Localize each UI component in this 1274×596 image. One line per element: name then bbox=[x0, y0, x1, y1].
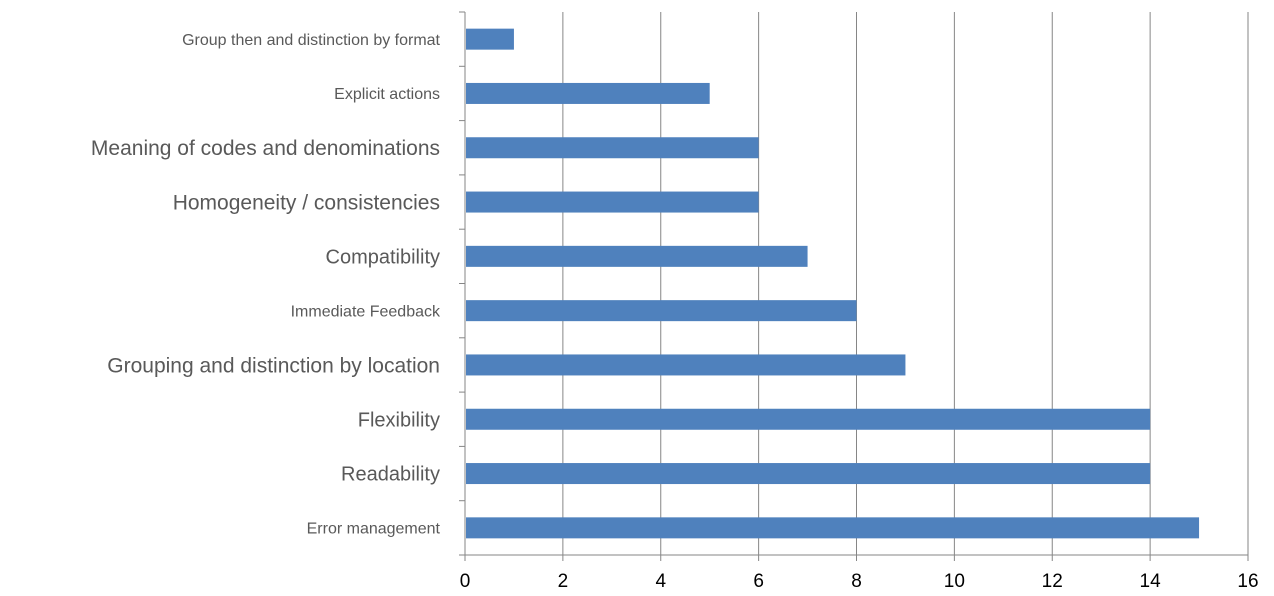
category-label: Error management bbox=[307, 520, 441, 537]
x-tick-label: 8 bbox=[851, 571, 862, 592]
x-tick-label: 14 bbox=[1140, 571, 1162, 592]
bars bbox=[466, 28, 1200, 539]
bar bbox=[466, 82, 710, 104]
category-label: Immediate Feedback bbox=[291, 303, 441, 320]
category-label: Flexibility bbox=[358, 409, 440, 431]
bar bbox=[466, 245, 808, 267]
x-tick-labels: 0 2 4 6 8 10 12 14 16 bbox=[460, 571, 1259, 592]
x-tick-label: 2 bbox=[558, 571, 569, 592]
x-tick-label: 4 bbox=[655, 571, 666, 592]
bar bbox=[466, 137, 759, 159]
bar bbox=[466, 354, 906, 376]
category-label: Compatibility bbox=[326, 246, 440, 268]
category-label: Explicit actions bbox=[334, 86, 440, 103]
bar bbox=[466, 28, 514, 50]
bar bbox=[466, 191, 759, 213]
bar bbox=[466, 408, 1151, 430]
category-label: Grouping and distinction by location bbox=[107, 354, 440, 377]
category-label: Homogeneity / consistencies bbox=[173, 191, 440, 214]
category-labels: Group then and distinction by format Expl… bbox=[91, 32, 441, 538]
category-label: Group then and distinction by format bbox=[182, 32, 440, 49]
category-label: Readability bbox=[341, 464, 440, 486]
x-tick-label: 10 bbox=[944, 571, 965, 592]
x-tick-label: 16 bbox=[1237, 571, 1258, 592]
x-tick-label: 0 bbox=[460, 571, 471, 592]
x-tick-label: 12 bbox=[1042, 571, 1063, 592]
category-label: Meaning of codes and denominations bbox=[91, 137, 440, 160]
bar bbox=[466, 517, 1200, 539]
bar bbox=[466, 300, 857, 322]
bar bbox=[466, 463, 1151, 485]
axes bbox=[459, 11, 1249, 561]
x-tick-label: 6 bbox=[753, 571, 764, 592]
